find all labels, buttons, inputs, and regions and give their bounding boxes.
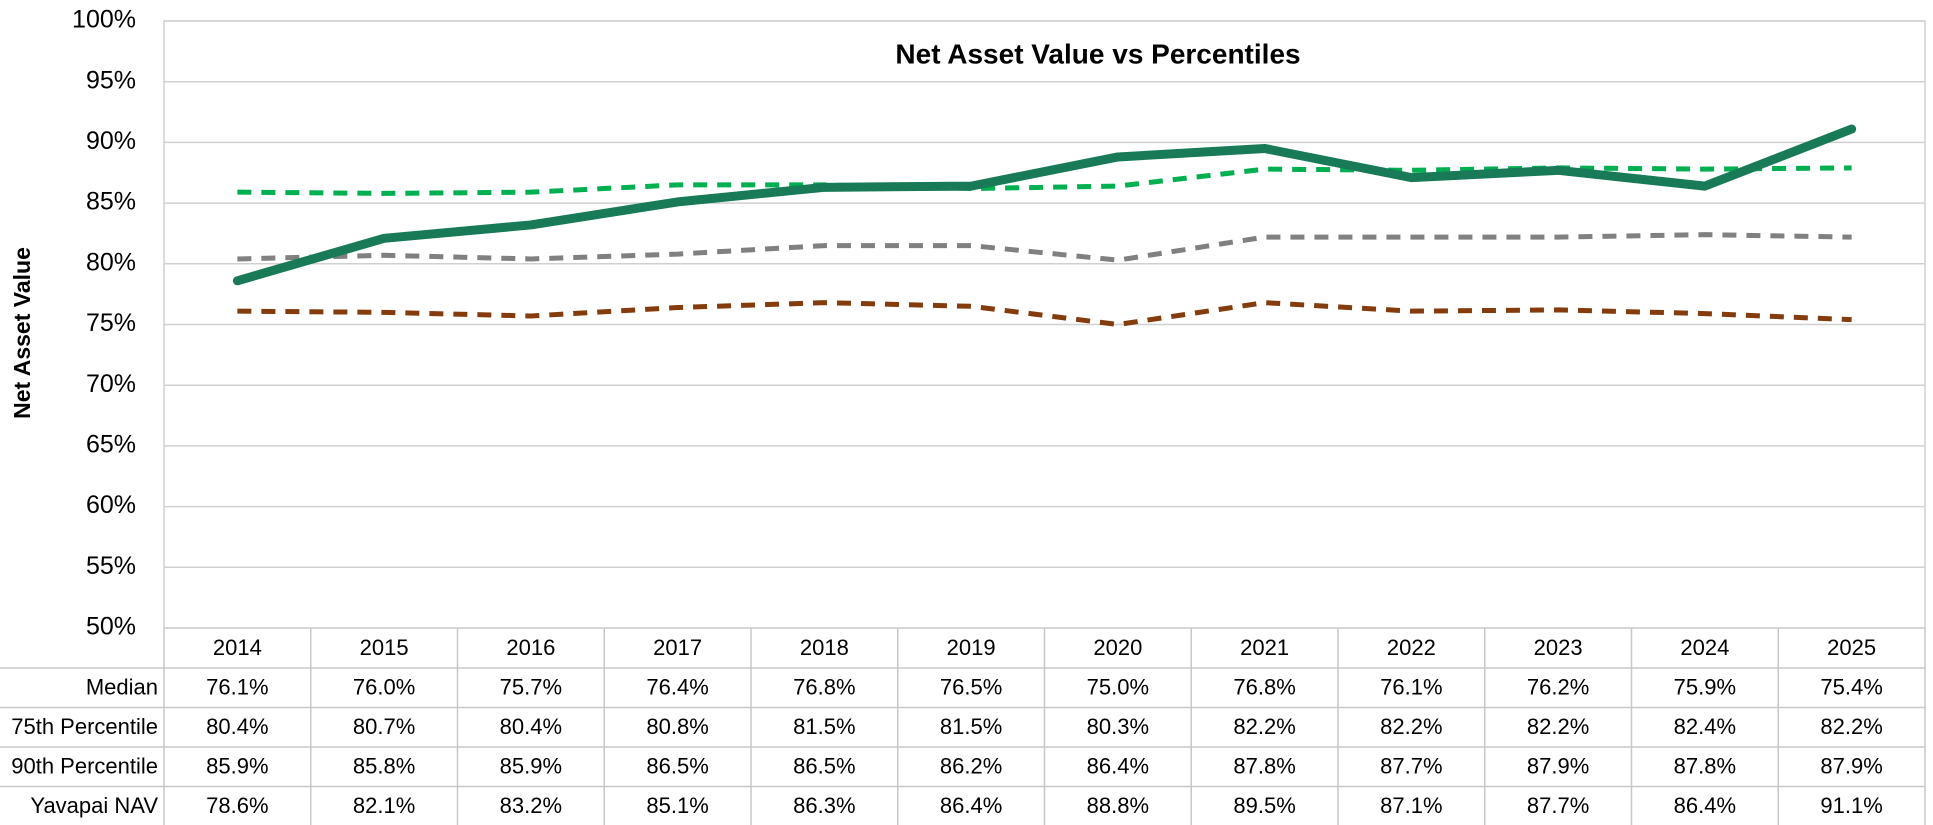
x-tick-label: 2020	[1093, 635, 1142, 660]
table-cell: 78.6%	[206, 793, 268, 818]
table-cell: 80.3%	[1087, 714, 1149, 739]
x-tick-label: 2016	[506, 635, 555, 660]
x-tick-label: 2023	[1534, 635, 1583, 660]
table-cell: 82.2%	[1233, 714, 1295, 739]
table-cell: 76.1%	[1380, 675, 1442, 700]
y-tick-label: 55%	[86, 552, 136, 580]
table-cell: 86.4%	[940, 793, 1002, 818]
table-cell: 86.4%	[1087, 754, 1149, 779]
y-tick-label: 70%	[86, 370, 136, 398]
table-cell: 86.4%	[1674, 793, 1736, 818]
table-cell: 85.9%	[500, 754, 562, 779]
table-cell: 82.2%	[1527, 714, 1589, 739]
y-tick-label: 95%	[86, 66, 136, 94]
table-cell: 76.8%	[1233, 675, 1295, 700]
y-tick-label: 60%	[86, 491, 136, 519]
y-tick-label: 90%	[86, 127, 136, 155]
table-cell: 81.5%	[940, 714, 1002, 739]
series-line	[232, 124, 1857, 286]
table-cell: 87.9%	[1820, 754, 1882, 779]
table-cell: 80.8%	[646, 714, 708, 739]
table-cell: 75.7%	[500, 675, 562, 700]
x-tick-label: 2021	[1240, 635, 1289, 660]
table-cell: 83.2%	[500, 793, 562, 818]
table-cell: 76.0%	[353, 675, 415, 700]
table-cell: 89.5%	[1233, 793, 1295, 818]
table-cell: 81.5%	[793, 714, 855, 739]
table-cell: 76.1%	[206, 675, 268, 700]
x-tick-label: 2019	[947, 635, 996, 660]
table-cell: 76.5%	[940, 675, 1002, 700]
table-cell: 86.2%	[940, 754, 1002, 779]
table-cell: 87.8%	[1233, 754, 1295, 779]
series-line	[237, 165, 1852, 196]
series-label: Yavapai NAV	[30, 793, 158, 818]
table-cell: 88.8%	[1087, 793, 1149, 818]
x-tick-label: 2024	[1680, 635, 1729, 660]
table-cell: 75.9%	[1674, 675, 1736, 700]
y-tick-label: 50%	[86, 613, 136, 641]
table-cell: 87.7%	[1380, 754, 1442, 779]
table-cell: 80.4%	[206, 714, 268, 739]
table-cell: 82.1%	[353, 793, 415, 818]
series-line	[237, 232, 1852, 263]
series-label: 75th Percentile	[11, 714, 158, 739]
table-cell: 85.1%	[646, 793, 708, 818]
series-label: 90th Percentile	[11, 754, 158, 779]
y-tick-label: 75%	[86, 309, 136, 337]
y-axis-title: Net Asset Value	[9, 247, 35, 419]
table-cell: 86.5%	[793, 754, 855, 779]
y-tick-label: 85%	[86, 188, 136, 216]
table-cell: 87.1%	[1380, 793, 1442, 818]
y-tick-label: 80%	[86, 248, 136, 276]
table-cell: 80.4%	[500, 714, 562, 739]
x-tick-label: 2025	[1827, 635, 1876, 660]
x-tick-label: 2015	[360, 635, 409, 660]
table-cell: 75.0%	[1087, 675, 1149, 700]
table-cell: 91.1%	[1820, 793, 1882, 818]
table-cell: 75.4%	[1820, 675, 1882, 700]
x-tick-label: 2014	[213, 635, 262, 660]
x-tick-label: 2018	[800, 635, 849, 660]
table-cell: 87.7%	[1527, 793, 1589, 818]
table-cell: 87.9%	[1527, 754, 1589, 779]
table-cell: 76.4%	[646, 675, 708, 700]
table-cell: 85.8%	[353, 754, 415, 779]
table-cell: 82.2%	[1380, 714, 1442, 739]
x-tick-label: 2022	[1387, 635, 1436, 660]
table-cell: 82.4%	[1674, 714, 1736, 739]
table-cell: 76.2%	[1527, 675, 1589, 700]
y-tick-label: 65%	[86, 431, 136, 459]
table-cell: 76.8%	[793, 675, 855, 700]
series-line	[237, 300, 1852, 327]
chart-title: Net Asset Value vs Percentiles	[895, 38, 1300, 69]
table-cell: 85.9%	[206, 754, 268, 779]
y-tick-label: 100%	[72, 6, 136, 34]
table-cell: 82.2%	[1820, 714, 1882, 739]
table-cell: 86.5%	[646, 754, 708, 779]
table-cell: 87.8%	[1674, 754, 1736, 779]
x-tick-label: 2017	[653, 635, 702, 660]
table-cell: 80.7%	[353, 714, 415, 739]
table-cell: 86.3%	[793, 793, 855, 818]
series-label: Median	[86, 675, 158, 700]
